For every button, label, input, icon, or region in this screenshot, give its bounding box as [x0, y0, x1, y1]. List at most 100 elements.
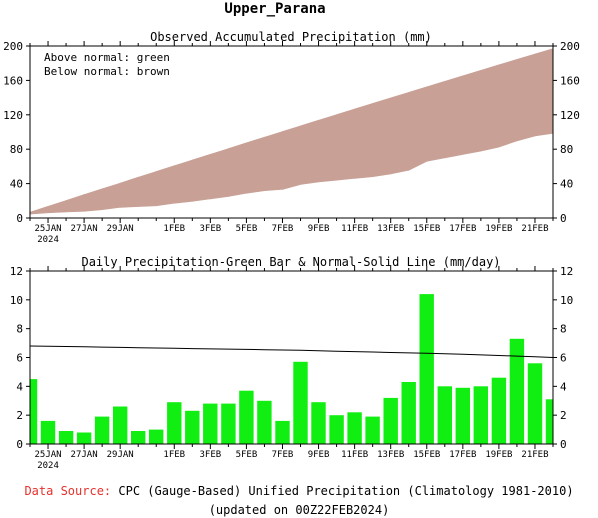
accum-area-segment	[516, 53, 536, 142]
accum-area-segment	[101, 182, 121, 211]
accum-ytick-left-label: 120	[3, 109, 23, 122]
daily-xtick-label: 13FEB	[377, 450, 404, 460]
accum-area-segment	[137, 171, 157, 207]
daily-ytick-right-label: 2	[560, 409, 567, 422]
daily-ytick-right-label: 10	[560, 294, 573, 307]
accum-xtick-label: 11FEB	[341, 224, 368, 234]
daily-chart: 0 0 2 2 4 4 6 6 8 8 10 10 12 12 25JAN 27JAN 29JAN 1FEB 3FE…	[10, 265, 574, 471]
accum-frame	[29, 45, 554, 219]
daily-xtick-label: 9FEB	[308, 450, 330, 460]
updated-note: (updated on 00Z22FEB2024)	[209, 503, 390, 517]
daily-bar	[437, 386, 452, 444]
data-source-text: CPC (Gauge-Based) Unified Precipitation …	[118, 484, 573, 498]
accum-area-segment	[192, 153, 211, 202]
daily-bar	[167, 402, 182, 444]
daily-bar	[149, 429, 164, 444]
daily-xtick-label: 11FEB	[341, 450, 368, 460]
daily-bar	[203, 403, 218, 444]
accum-area-segment	[336, 108, 355, 181]
accum-ytick-left-label: 0	[16, 212, 23, 225]
accum-area-segment	[354, 102, 374, 179]
daily-bar	[455, 387, 470, 444]
accum-area-segment	[210, 148, 229, 200]
daily-xtick-label: 15FEB	[413, 450, 440, 460]
legend-above: Above normal: green	[44, 51, 170, 64]
accum-area-segment	[444, 75, 464, 159]
accum-area-segment	[282, 125, 301, 190]
daily-bar	[329, 415, 344, 444]
daily-ytick-right-label: 12	[560, 265, 573, 278]
legend-below: Below normal: brown	[44, 65, 170, 78]
daily-xtick-label: 27JAN	[71, 450, 98, 460]
daily-xtick-year-label: 2024	[37, 461, 59, 471]
daily-bar	[239, 390, 254, 444]
daily-ytick-left-label: 2	[16, 409, 23, 422]
accum-ytick-left-label: 40	[10, 178, 23, 191]
daily-bar	[30, 379, 38, 444]
accum-area-segment	[534, 48, 554, 137]
daily-ytick-right-label: 6	[560, 352, 567, 365]
daily-ytick-left-label: 12	[10, 265, 23, 278]
daily-bar	[94, 416, 110, 444]
daily-xtick-label: 5FEB	[236, 450, 258, 460]
daily-normal-line	[29, 345, 554, 358]
accum-area-segment	[29, 205, 49, 215]
daily-bar	[221, 403, 236, 444]
daily-xtick-label: 25JAN	[34, 450, 61, 460]
accum-xtick-label: 3FEB	[200, 224, 222, 234]
accum-area-segment	[264, 131, 283, 192]
daily-bar	[419, 294, 434, 444]
accum-ytick-right-label: 200	[560, 40, 580, 53]
daily-bar	[491, 377, 507, 444]
daily-plot-area	[29, 294, 554, 445]
figure-title: Upper_Parana	[224, 1, 325, 17]
daily-ytick-right-label: 0	[560, 438, 567, 451]
accum-axes: 0 0 40 40 80 80 120 120 160 160 200 200 25JAN 27JAN 29…	[3, 40, 580, 245]
accum-xtick-label: 1FEB	[163, 224, 185, 234]
daily-xtick-label: 29JAN	[107, 450, 134, 460]
daily-bar	[293, 361, 308, 444]
daily-bar	[545, 399, 553, 444]
daily-bar	[311, 402, 326, 444]
daily-bar	[257, 400, 272, 445]
daily-xtick-label: 3FEB	[200, 450, 222, 460]
daily-ytick-left-label: 0	[16, 438, 23, 451]
accum-ytick-right-label: 80	[560, 143, 573, 156]
daily-bar	[473, 386, 488, 444]
accum-chart: Above normal: green Below normal: brown …	[3, 40, 580, 245]
daily-xtick-label: 19FEB	[485, 450, 512, 460]
daily-bar	[527, 363, 543, 444]
daily-bar	[131, 431, 146, 444]
accum-ytick-left-label: 160	[3, 74, 23, 87]
accum-ytick-right-label: 0	[560, 212, 567, 225]
daily-ytick-right-label: 4	[560, 380, 567, 393]
accum-xtick-label: 9FEB	[308, 224, 330, 234]
accum-area-segment	[390, 91, 410, 175]
daily-bar	[185, 410, 200, 444]
accum-area-segment	[174, 159, 193, 204]
accum-area-segment	[480, 64, 500, 152]
daily-xtick-label: 7FEB	[272, 450, 294, 460]
accum-xtick-label: 17FEB	[449, 224, 476, 234]
daily-xtick-label: 1FEB	[163, 450, 185, 460]
daily-ytick-left-label: 10	[10, 294, 23, 307]
daily-bar	[509, 338, 525, 444]
accum-xtick-label: 13FEB	[377, 224, 404, 234]
daily-bar	[58, 431, 74, 444]
accum-ytick-left-label: 200	[3, 40, 23, 53]
accum-area-segment	[408, 86, 428, 171]
accum-ytick-left-label: 80	[10, 143, 23, 156]
accum-area-segment	[246, 136, 265, 194]
accum-ytick-right-label: 120	[560, 109, 580, 122]
accum-xtick-label: 29JAN	[107, 224, 134, 234]
accum-ytick-right-label: 160	[560, 74, 580, 87]
accum-area-segment	[47, 200, 67, 214]
accum-panel-title: Observed Accumulated Precipitation (mm)	[150, 30, 432, 44]
daily-axes: 0 0 2 2 4 4 6 6 8 8 10 10 12 12 25JAN 27JAN 29JAN 1FEB 3FE…	[10, 265, 574, 471]
accum-area-segment	[462, 69, 482, 155]
accum-plot-area	[29, 48, 554, 215]
daily-bar	[113, 406, 128, 444]
daily-bar	[347, 412, 362, 444]
accum-area-segment	[300, 119, 319, 185]
